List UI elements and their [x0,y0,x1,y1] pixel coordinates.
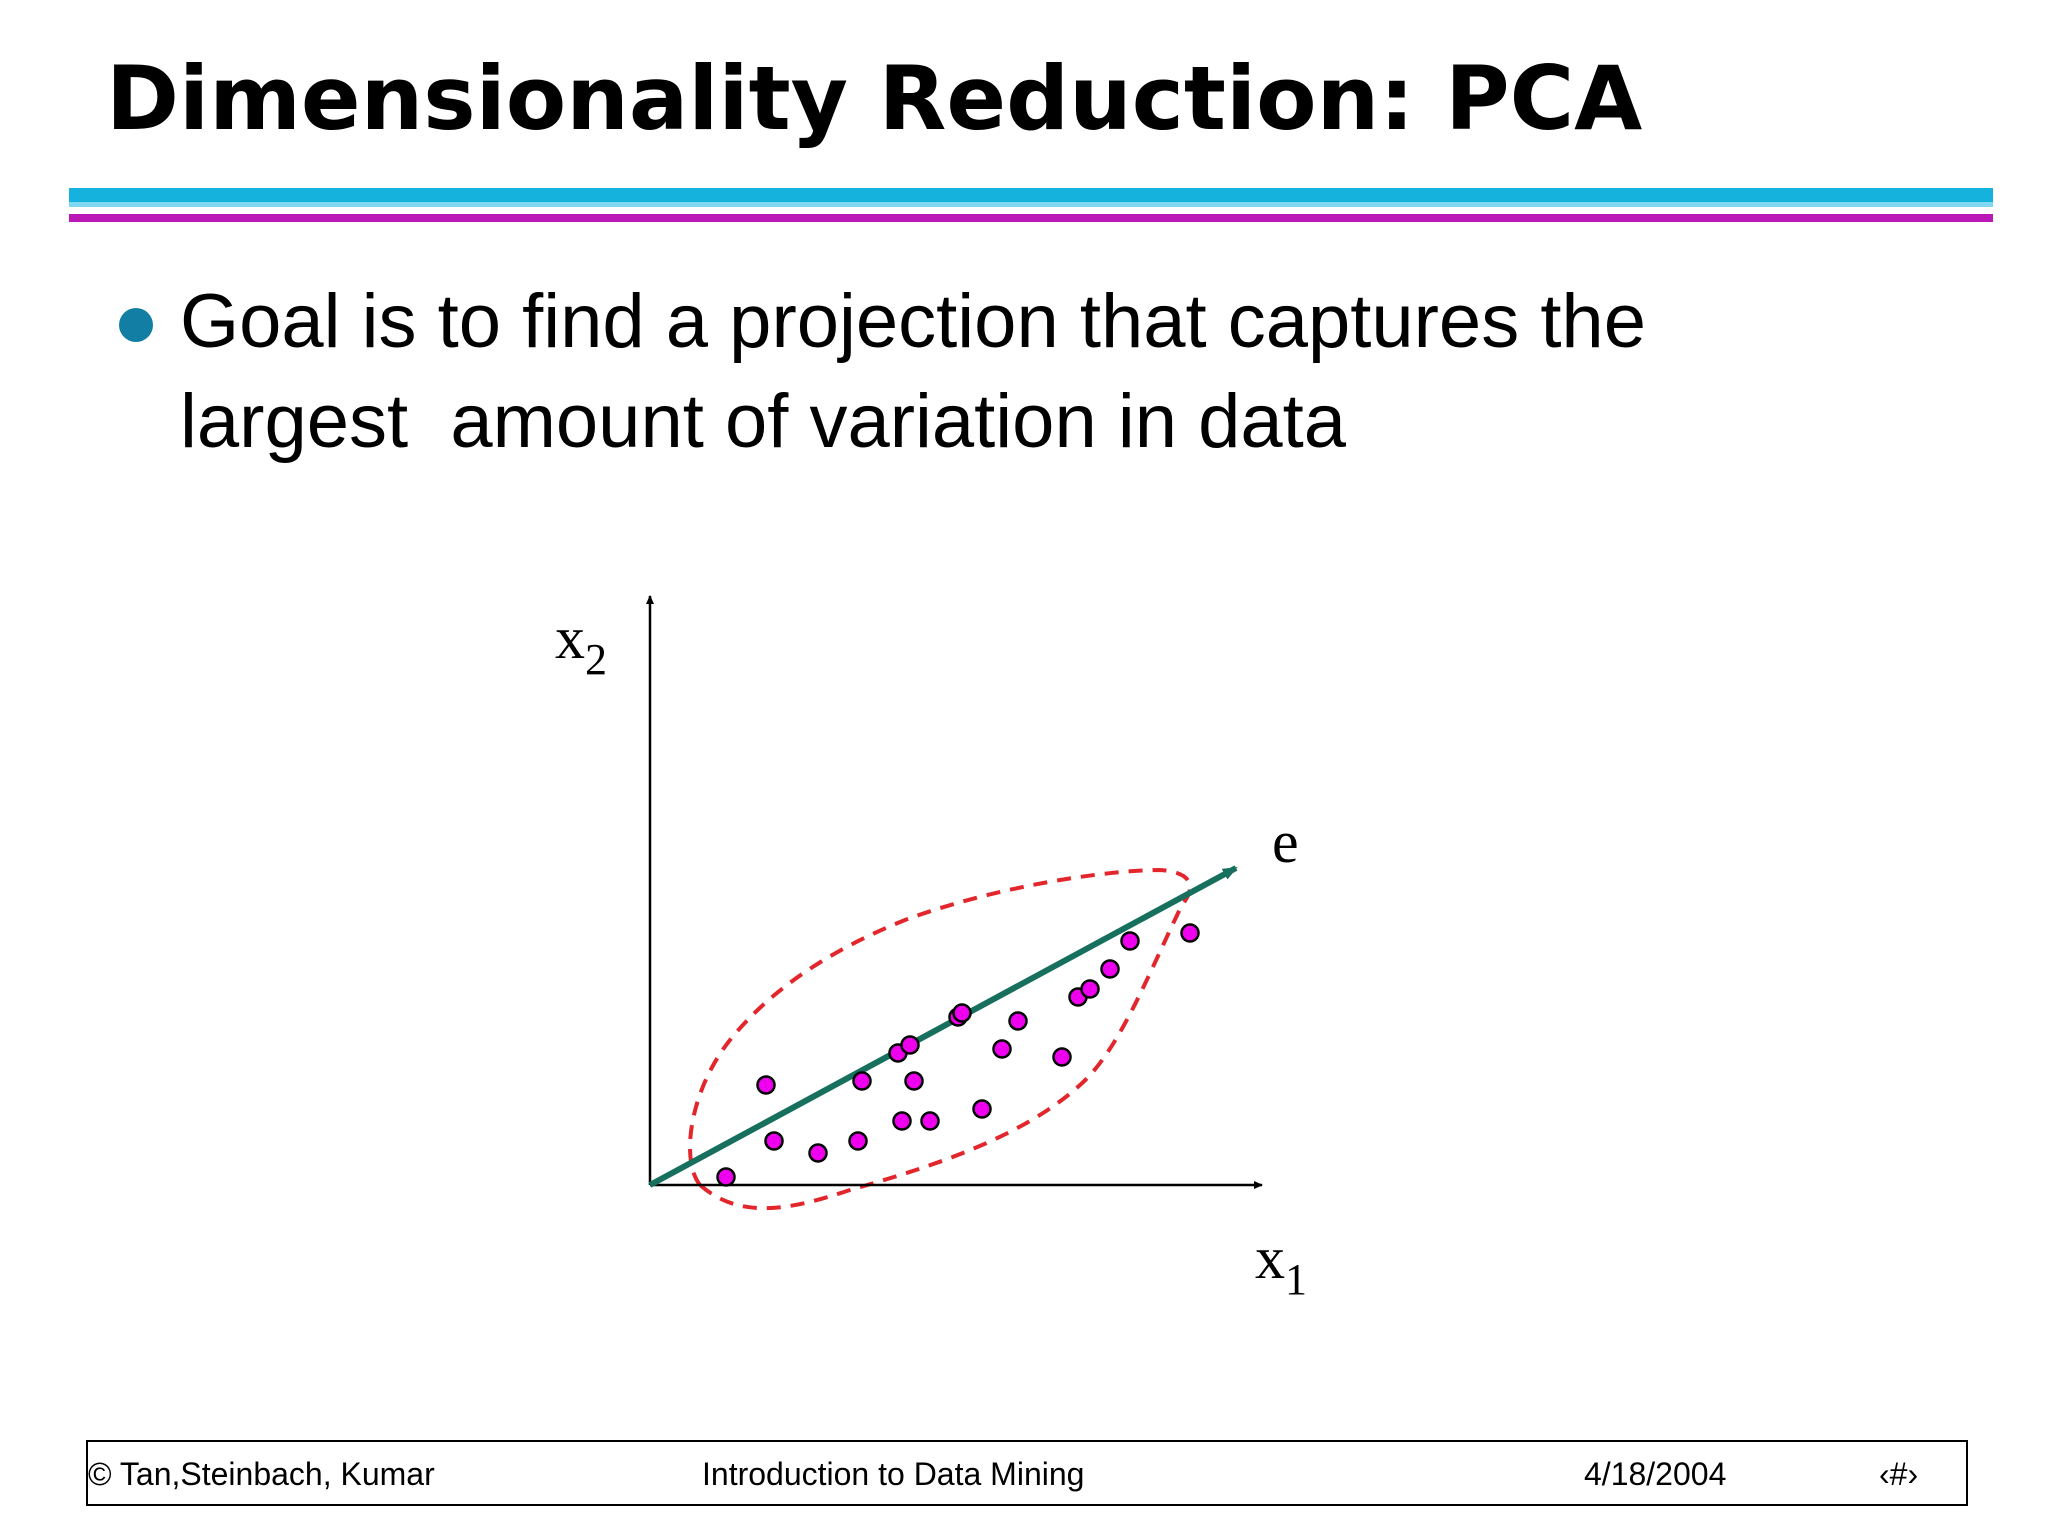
data-point-4 [756,1075,776,1095]
data-point-19 [1100,959,1120,979]
y-axis-subscript: 2 [585,635,607,684]
data-point-13 [972,1099,992,1119]
data-point-5 [852,1071,872,1091]
data-point-3 [808,1143,828,1163]
principal-component-vector [648,865,1238,1188]
data-point-16 [1052,1047,1072,1067]
data-point-22 [848,1131,868,1151]
data-point-8 [900,1035,920,1055]
title-divider-magenta [69,214,1993,222]
footer-book-title: Introduction to Data Mining [702,1456,1085,1492]
footer-page-number: ‹#› [1879,1456,1919,1492]
data-point-10 [920,1111,940,1131]
footer-authors: © Tan,Steinbach, Kumar [88,1456,435,1492]
data-boundary-ellipse [688,867,1193,1211]
title-divider-cyan-light [69,202,1993,207]
vector-label-e: e [1272,809,1299,875]
data-point-15 [1008,1011,1028,1031]
slide-title: Dimensionality Reduction: PCA [106,47,1643,150]
data-point-2 [764,1131,784,1151]
title-divider-cyan [69,188,1993,202]
footer-date: 4/18/2004 [1584,1456,1727,1492]
data-point-9 [904,1071,924,1091]
slide-footer: © Tan,Steinbach, Kumar Introduction to D… [86,1440,1968,1506]
data-point-18 [1080,979,1100,999]
bullet-text: Goal is to find a projection that captur… [180,279,1646,464]
data-point-21 [1180,923,1200,943]
data-point-14 [992,1039,1012,1059]
x-axis-subscript: 1 [1285,1255,1307,1304]
y-axis-label: x2 [555,605,607,684]
data-points [716,923,1200,1187]
data-point-20 [1120,931,1140,951]
data-point-1 [716,1167,736,1187]
data-point-12 [952,1003,972,1023]
x-axis-label: x1 [1255,1225,1307,1304]
data-point-7 [892,1111,912,1131]
bullet-dot-icon [119,308,153,342]
